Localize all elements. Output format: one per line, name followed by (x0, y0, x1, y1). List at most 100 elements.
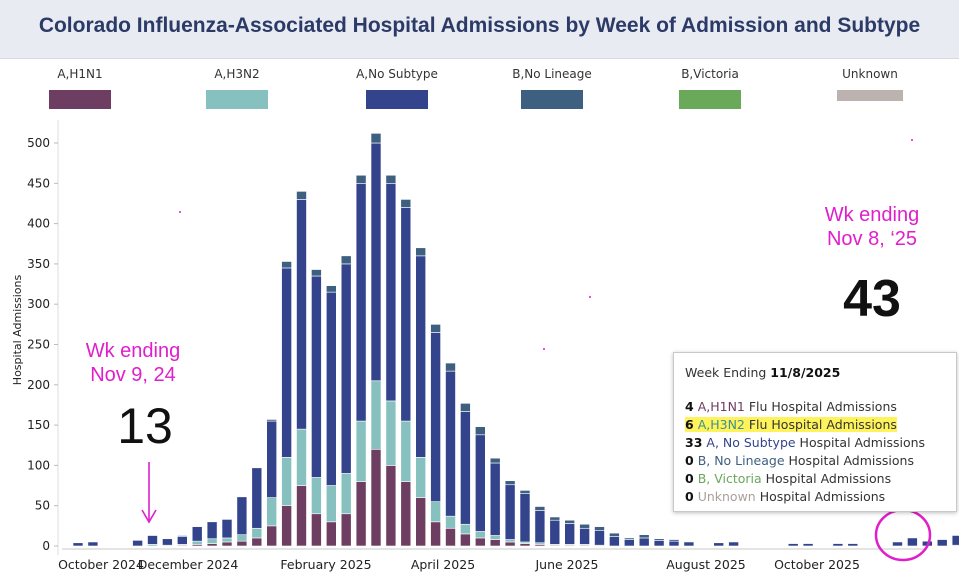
bar-segment (296, 485, 307, 547)
bar-segment (236, 534, 248, 542)
bar-segment (311, 275, 322, 478)
y-tick-label: 100 (27, 458, 50, 472)
bar-segment (504, 480, 516, 486)
x-tick-label: October 2024 (58, 557, 144, 572)
bar-segment (668, 539, 680, 542)
bar-segment (132, 540, 143, 547)
bar-segment (489, 539, 501, 547)
tooltip-row-unknown: 0 Unknown Hospital Admissions (685, 489, 886, 504)
bars (72, 133, 959, 547)
bar-segment (460, 533, 471, 547)
bar-segment (430, 332, 441, 502)
bar-segment (534, 506, 546, 511)
bar-segment (579, 523, 590, 529)
title-bar: Colorado Influenza-Associated Hospital A… (0, 0, 959, 59)
bar-segment (415, 457, 427, 498)
bar-segment (519, 490, 531, 494)
legend-swatch (837, 90, 903, 101)
bar-segment (355, 420, 367, 482)
chart-title: Colorado Influenza-Associated Hospital A… (38, 14, 921, 37)
y-tick-label: 400 (27, 217, 50, 231)
bar-segment (564, 519, 576, 524)
bar-segment (892, 541, 903, 547)
bar-segment (504, 484, 516, 540)
bar-segment (460, 403, 471, 412)
bar-segment (340, 513, 352, 547)
y-axis-label: Hospital Admissions (11, 275, 24, 386)
bar-segment (504, 539, 516, 543)
bar-segment (281, 261, 292, 269)
y-tick-label: 50 (35, 499, 50, 513)
y-tick-label: 200 (27, 378, 50, 392)
annotation-left-arrow (141, 462, 157, 524)
y-tick-label: 150 (27, 418, 50, 432)
stray-marks (179, 139, 913, 350)
bar-segment (281, 457, 292, 506)
bar-segment (609, 536, 620, 547)
bar-segment (623, 539, 635, 547)
bar-segment (594, 530, 605, 546)
tooltip-row-h1n1: 4 A,H1N1 Flu Hospital Admissions (685, 399, 897, 414)
bar-segment (325, 485, 337, 523)
bar-segment (638, 537, 650, 547)
y-tick-label: 500 (27, 136, 50, 150)
tooltip-row-victoria: 0 B, Victoria Hospital Admissions (685, 471, 892, 486)
bar-segment (325, 285, 337, 293)
bar-segment (951, 535, 959, 546)
bar-segment (519, 493, 531, 543)
bar-segment (832, 543, 844, 547)
bar-segment (623, 537, 635, 540)
bar-segment (474, 537, 486, 547)
bar-segment (579, 527, 590, 545)
bar-segment (638, 534, 650, 539)
bar-segment (340, 473, 352, 515)
y-tick-label: 250 (27, 338, 50, 352)
bar-segment (296, 428, 307, 486)
bar-segment (236, 496, 248, 536)
x-tick-label: August 2025 (666, 557, 746, 572)
bar-segment (191, 526, 203, 542)
legend-label: Unknown (842, 67, 898, 81)
y-tick-label: 350 (27, 257, 50, 271)
bar-segment (430, 324, 441, 333)
bar-segment (325, 291, 337, 486)
bar-segment (787, 543, 799, 547)
bar-segment (370, 133, 382, 144)
bar-segment (430, 501, 441, 523)
bar-segment (296, 191, 307, 200)
bar-segment (400, 199, 412, 208)
bar-segment (415, 247, 427, 257)
bar-segment (311, 269, 322, 277)
legend-label: A,H1N1 (57, 67, 102, 81)
bar-segment (251, 537, 263, 547)
bar-segment (355, 174, 367, 184)
bar-segment (460, 523, 471, 535)
annotation-right-line1: Wk ending (825, 204, 920, 226)
bar-segment (519, 543, 531, 547)
bar-segment (445, 362, 456, 372)
bar-segment (87, 541, 99, 547)
bar-segment (281, 505, 292, 547)
bar-segment (460, 411, 471, 525)
bar-segment (266, 420, 278, 498)
bar-segment (564, 523, 576, 545)
bar-segment (489, 457, 501, 464)
annotation-left-line1: Wk ending (86, 340, 181, 362)
legend-label: B,Victoria (681, 67, 739, 81)
bar-segment (311, 477, 322, 515)
bar-segment (355, 481, 367, 547)
legend-label: A,No Subtype (356, 67, 438, 81)
y-tick-label: 0 (42, 539, 50, 553)
bar-segment (251, 527, 263, 539)
bar-segment (221, 537, 233, 543)
bar-segment (936, 539, 948, 547)
bar-segment (325, 521, 337, 547)
bar-segment (489, 535, 501, 540)
bar-segment (400, 481, 412, 547)
bar-segment (445, 527, 456, 547)
bar-segment (683, 541, 695, 547)
x-tick-label: October 2025 (774, 557, 860, 572)
legend-swatch (366, 90, 428, 109)
y-axis: 0 50 100 150 200 250 300 350 400 450 500 (27, 136, 58, 553)
